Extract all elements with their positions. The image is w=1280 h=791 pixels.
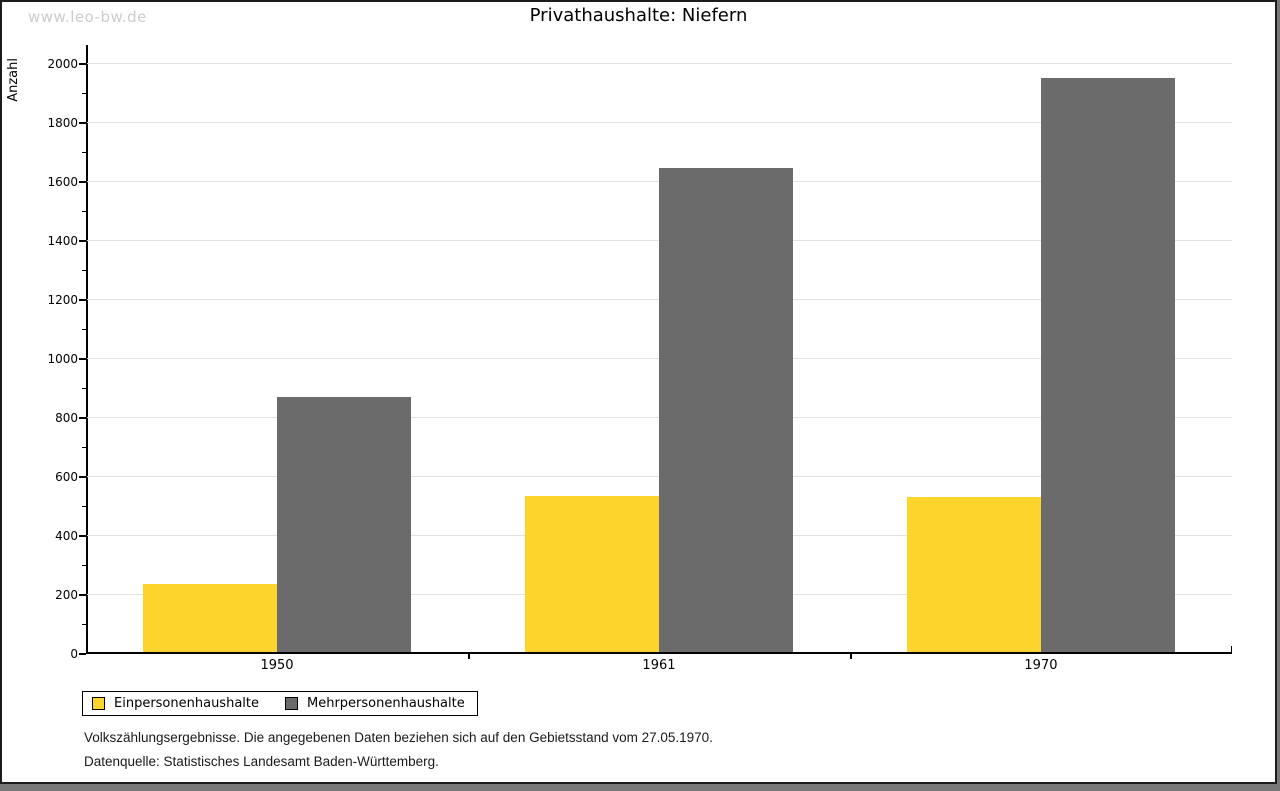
y-minor-tick-1900 bbox=[82, 92, 86, 94]
y-tick-label-1200: 1200 bbox=[47, 293, 78, 307]
y-tick-label-200: 200 bbox=[55, 588, 78, 602]
y-tick-label-1800: 1800 bbox=[47, 116, 78, 130]
x-axis-labels: 1950 1961 1970 bbox=[86, 658, 1232, 673]
legend-label: Einpersonenhaushalte bbox=[114, 696, 259, 711]
gridline-2000 bbox=[87, 63, 1232, 64]
legend-label: Mehrpersonenhaushalte bbox=[307, 696, 465, 711]
gridline-1800 bbox=[87, 122, 1232, 123]
legend-swatch-gray-icon bbox=[285, 697, 298, 710]
x-tick-label-1970: 1970 bbox=[1024, 658, 1058, 673]
y-minor-tick-900 bbox=[82, 387, 86, 389]
x-axis-line bbox=[86, 652, 1232, 654]
y-tick-1800 bbox=[79, 122, 86, 124]
legend-swatch-yellow-icon bbox=[92, 697, 105, 710]
y-tick-0 bbox=[79, 653, 86, 655]
y-tick-200 bbox=[79, 594, 86, 596]
y-tick-label-1000: 1000 bbox=[47, 352, 78, 366]
y-tick-1000 bbox=[79, 358, 86, 360]
y-minor-tick-500 bbox=[82, 505, 86, 507]
y-tick-label-1400: 1400 bbox=[47, 234, 78, 248]
x-tick-label-1950: 1950 bbox=[260, 658, 294, 673]
y-tick-400 bbox=[79, 535, 86, 537]
y-minor-tick-300 bbox=[82, 564, 86, 566]
y-tick-label-1600: 1600 bbox=[47, 175, 78, 189]
bar-1950-einpersonenhaushalte bbox=[143, 584, 277, 652]
y-tick-label-800: 800 bbox=[55, 411, 78, 425]
watermark: www.leo-bw.de bbox=[28, 8, 147, 26]
y-axis-title: Anzahl bbox=[6, 58, 21, 102]
y-tick-1600 bbox=[79, 181, 86, 183]
y-minor-tick-1300 bbox=[82, 269, 86, 271]
chart-title: Privathaushalte: Niefern bbox=[529, 5, 748, 26]
footer-source: Datenquelle: Statistisches Landesamt Bad… bbox=[84, 754, 439, 769]
legend: Einpersonenhaushalte Mehrpersonenhaushal… bbox=[82, 691, 478, 716]
x-boundary-tick-2 bbox=[850, 654, 852, 659]
y-tick-label-0: 0 bbox=[70, 647, 78, 661]
plot-area: 0 200 400 600 800 1000 1200 1400 1600 1800 2000 bbox=[47, 45, 1232, 661]
y-tick-label-600: 600 bbox=[55, 470, 78, 484]
y-minor-tick-1700 bbox=[82, 151, 86, 153]
y-minor-tick-700 bbox=[82, 446, 86, 448]
y-minor-tick-1500 bbox=[82, 210, 86, 212]
y-tick-600 bbox=[79, 476, 86, 478]
y-tick-800 bbox=[79, 417, 86, 419]
y-tick-1200 bbox=[79, 299, 86, 301]
legend-item-einpersonenhaushalte: Einpersonenhaushalte bbox=[92, 696, 259, 711]
legend-item-mehrpersonenhaushalte: Mehrpersonenhaushalte bbox=[285, 696, 465, 711]
y-tick-label-2000: 2000 bbox=[47, 57, 78, 71]
y-tick-label-400: 400 bbox=[55, 529, 78, 543]
bar-1970-mehrpersonenhaushalte bbox=[1041, 78, 1175, 652]
bar-1961-einpersonenhaushalte bbox=[525, 495, 659, 652]
y-tick-2000 bbox=[79, 63, 86, 65]
bar-1950-mehrpersonenhaushalte bbox=[277, 396, 411, 652]
x-tick-label-1961: 1961 bbox=[642, 658, 676, 673]
y-minor-tick-100 bbox=[82, 623, 86, 625]
footer-note: Volkszählungsergebnisse. Die angegebenen… bbox=[84, 730, 713, 745]
y-tick-1400 bbox=[79, 240, 86, 242]
y-minor-tick-1100 bbox=[82, 328, 86, 330]
bar-1961-mehrpersonenhaushalte bbox=[659, 168, 793, 652]
x-boundary-tick-1 bbox=[468, 654, 470, 659]
x-axis-end-stub bbox=[1230, 646, 1232, 654]
y-axis-line bbox=[86, 45, 88, 654]
bar-1970-einpersonenhaushalte bbox=[907, 497, 1041, 652]
